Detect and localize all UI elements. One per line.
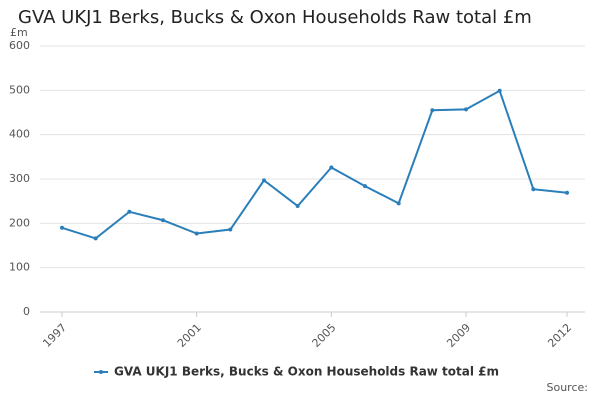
point bbox=[262, 178, 266, 183]
point bbox=[497, 88, 502, 93]
y-tick-label: 100 bbox=[9, 261, 30, 274]
point bbox=[565, 190, 569, 195]
y-tick-label: 600 bbox=[9, 39, 30, 52]
x-tick-label: 2005 bbox=[310, 321, 339, 350]
y-tick-label: 500 bbox=[9, 83, 30, 96]
point bbox=[396, 201, 401, 206]
y-unit: £m bbox=[10, 26, 28, 39]
point bbox=[93, 236, 98, 241]
legend-label: GVA UKJ1 Berks, Bucks & Oxon Households … bbox=[114, 365, 499, 379]
y-tick-label: 0 bbox=[23, 305, 30, 318]
point bbox=[531, 187, 536, 192]
point bbox=[161, 218, 165, 223]
source: Source: bbox=[547, 381, 589, 394]
line bbox=[61, 89, 568, 240]
y-tick-label: 400 bbox=[9, 128, 30, 141]
point bbox=[430, 108, 435, 113]
point bbox=[194, 231, 199, 236]
legend-marker bbox=[99, 370, 103, 374]
point bbox=[464, 107, 468, 112]
y-tick-label: 300 bbox=[9, 172, 30, 185]
chart-title: GVA UKJ1 Berks, Bucks & Oxon Households … bbox=[18, 7, 532, 28]
point bbox=[127, 209, 132, 214]
x-tick-label: 2012 bbox=[545, 321, 574, 350]
point bbox=[295, 204, 300, 209]
point bbox=[60, 225, 64, 230]
x-tick-label: 2009 bbox=[444, 321, 473, 350]
y-tick-label: 200 bbox=[9, 216, 30, 229]
point bbox=[329, 165, 334, 170]
point bbox=[363, 184, 367, 189]
point bbox=[228, 227, 233, 232]
x-tick-label: 2001 bbox=[175, 321, 204, 350]
x-tick-label: 1997 bbox=[40, 321, 69, 350]
